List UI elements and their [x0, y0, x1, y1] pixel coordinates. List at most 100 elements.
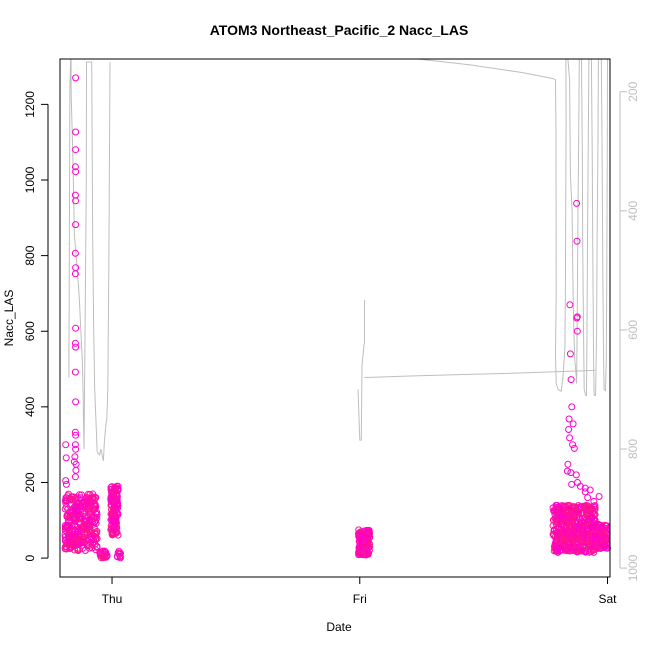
data-point: [71, 339, 79, 347]
data-point: [73, 540, 81, 548]
x-tick-label: Sat: [599, 592, 618, 606]
data-point: [72, 398, 80, 406]
data-point: [564, 460, 572, 468]
data-point: [71, 249, 79, 257]
pressure-line-layer: [68, 59, 608, 462]
y2-tick-label: 600: [626, 320, 640, 340]
data-point: [72, 507, 80, 514]
data-point: [562, 546, 570, 553]
data-point: [562, 519, 570, 527]
y2-tick-label: 800: [626, 439, 640, 459]
data-point: [72, 504, 80, 512]
data-point: [566, 533, 574, 541]
data-point: [566, 434, 574, 442]
data-point: [64, 510, 72, 518]
data-point: [93, 527, 101, 535]
y-tick-label: 0: [23, 554, 37, 561]
data-point: [92, 513, 100, 521]
data-point: [101, 547, 109, 555]
data-point: [65, 534, 73, 541]
data-point: [586, 507, 594, 515]
data-point: [357, 547, 365, 555]
data-point: [64, 492, 72, 500]
plot-box: [59, 58, 611, 578]
y-tick-label: 400: [23, 397, 37, 417]
data-point: [117, 550, 124, 557]
data-point: [84, 495, 92, 503]
data-point: [83, 521, 91, 529]
data-point: [89, 536, 97, 544]
data-point: [583, 504, 591, 512]
data-point: [590, 497, 598, 505]
y-tick-label: 600: [23, 321, 37, 341]
data-point: [72, 431, 80, 439]
data-point: [565, 415, 573, 423]
data-point: [65, 537, 73, 545]
data-point: [72, 197, 80, 205]
data-point: [61, 533, 69, 541]
data-point: [551, 511, 559, 519]
data-point: [88, 505, 96, 513]
data-point: [602, 536, 610, 544]
data-point: [363, 537, 371, 545]
data-point: [111, 528, 119, 536]
data-point: [560, 510, 568, 518]
data-point: [68, 495, 76, 503]
data-point: [62, 480, 70, 488]
data-point: [72, 264, 80, 272]
data-point: [568, 480, 576, 488]
data-point: [81, 547, 89, 554]
data-point: [109, 510, 117, 518]
data-point: [71, 441, 79, 449]
data-point: [598, 529, 606, 537]
scatter-point-layer: [61, 74, 611, 562]
data-point: [566, 350, 574, 358]
data-point: [584, 494, 592, 502]
y-tick-label: 200: [23, 472, 37, 492]
data-point: [85, 544, 93, 552]
data-point: [72, 128, 80, 136]
data-point: [569, 441, 577, 449]
data-point: [573, 327, 581, 335]
data-point: [578, 517, 585, 525]
data-point: [63, 522, 71, 530]
data-point: [552, 506, 560, 514]
data-point: [552, 525, 560, 533]
data-point: [584, 535, 592, 543]
data-point: [72, 466, 80, 474]
data-point: [361, 533, 369, 541]
data-point: [75, 491, 83, 499]
data-point: [71, 473, 79, 481]
x-axis-label: Date: [326, 620, 352, 634]
data-point: [568, 403, 576, 411]
data-point: [566, 301, 574, 309]
data-point: [577, 537, 585, 545]
data-point: [575, 515, 583, 523]
y-tick-label: 1000: [23, 166, 37, 193]
data-point: [595, 493, 603, 500]
data-point: [111, 503, 119, 511]
data-point: [567, 376, 575, 384]
data-point: [71, 453, 79, 461]
data-point: [573, 314, 581, 322]
data-point: [72, 445, 80, 453]
data-point: [582, 503, 589, 511]
data-point: [108, 483, 116, 491]
data-point: [573, 237, 581, 245]
data-point: [74, 528, 82, 535]
data-point: [553, 547, 561, 555]
data-point: [72, 324, 80, 332]
data-point: [569, 420, 577, 428]
x-tick-label: Fri: [353, 592, 367, 606]
data-point: [71, 428, 79, 436]
data-point: [576, 536, 584, 543]
data-point: [93, 543, 101, 550]
data-point: [61, 543, 69, 551]
data-point: [552, 520, 560, 528]
data-point: [592, 539, 600, 547]
data-point: [549, 530, 557, 538]
pressure-line: [68, 59, 608, 462]
data-point: [577, 527, 585, 534]
data-point: [72, 146, 80, 154]
data-point: [116, 552, 124, 560]
